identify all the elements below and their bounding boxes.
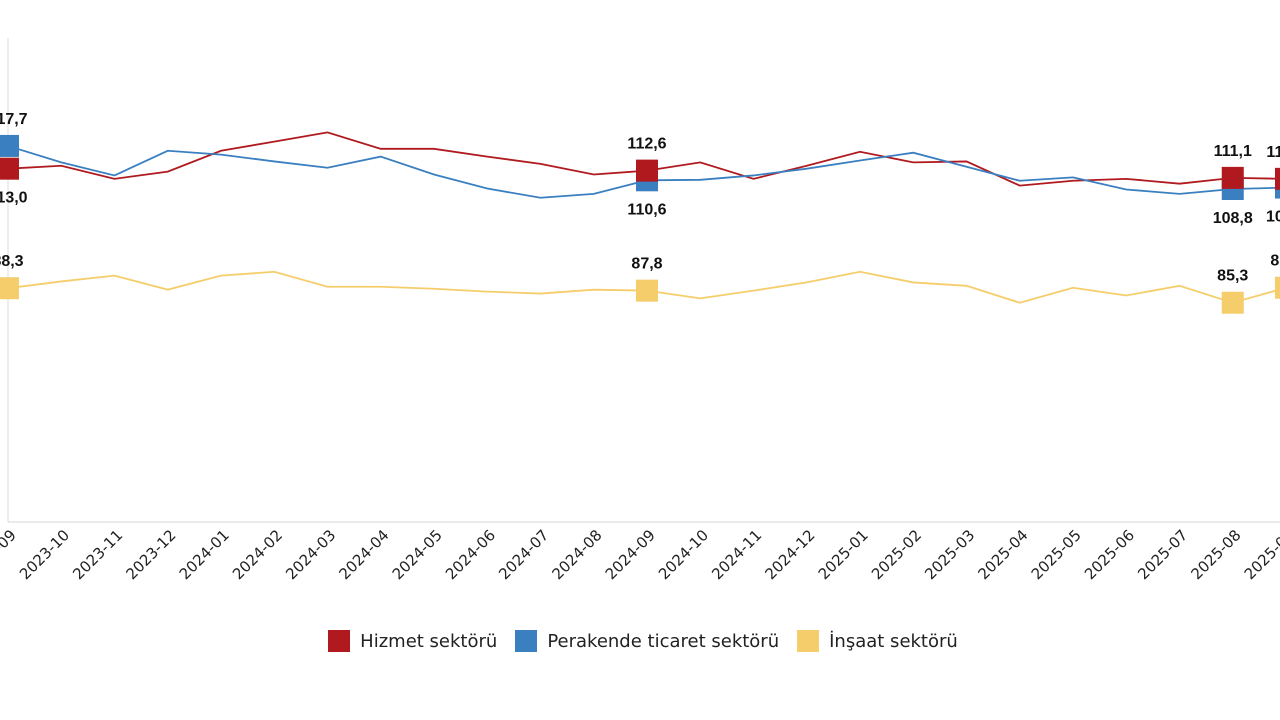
data-label: 88,4 bbox=[1270, 253, 1280, 270]
data-label: 85,3 bbox=[1217, 268, 1248, 285]
data-marker-1 bbox=[0, 134, 19, 157]
data-label: 110,9 bbox=[1266, 144, 1280, 161]
x-tick-label: 2025-05 bbox=[1028, 526, 1085, 583]
x-tick-label: 2023-12 bbox=[123, 526, 180, 583]
x-tick-label: 2024-07 bbox=[495, 526, 552, 583]
x-tick-label: 2024-09 bbox=[602, 526, 659, 583]
data-marker-0 bbox=[1221, 166, 1244, 189]
x-tick-label: 2024-02 bbox=[229, 526, 286, 583]
data-label: 111,1 bbox=[1214, 143, 1252, 160]
legend-swatch-hizmet bbox=[328, 630, 351, 652]
data-label: 112,6 bbox=[627, 136, 666, 153]
data-label: 87,8 bbox=[631, 256, 662, 273]
x-tick-label: 2025-06 bbox=[1081, 526, 1138, 583]
legend-item-perakende[interactable]: Perakende ticaret sektörü bbox=[515, 630, 779, 652]
x-tick-label: 2025-01 bbox=[815, 526, 872, 583]
x-tick-label: 2023-11 bbox=[69, 526, 126, 583]
x-tick-label: 2024-08 bbox=[549, 526, 606, 583]
data-label: 109,1 bbox=[1266, 209, 1280, 226]
legend-label: Hizmet sektörü bbox=[360, 630, 498, 652]
data-marker-2 bbox=[1275, 276, 1280, 299]
x-tick-label: 2024-06 bbox=[442, 526, 499, 583]
data-marker-2 bbox=[1221, 291, 1244, 314]
x-tick-label: 2024-11 bbox=[708, 526, 765, 583]
data-label: 110,6 bbox=[627, 201, 666, 218]
x-tick-label: 2025-03 bbox=[921, 526, 978, 583]
data-marker-2 bbox=[0, 277, 19, 300]
x-tick-label: 2024-04 bbox=[336, 526, 393, 583]
data-marker-0 bbox=[1275, 167, 1280, 190]
x-tick-label: 2024-03 bbox=[282, 526, 339, 583]
data-label: 88,3 bbox=[0, 253, 24, 270]
legend-swatch-insaat bbox=[797, 630, 820, 652]
x-tick-label: 2025-08 bbox=[1188, 526, 1245, 583]
legend: Hizmet sektörü Perakende ticaret sektörü… bbox=[0, 630, 1280, 652]
data-label: 117,7 bbox=[0, 111, 28, 128]
data-marker-0 bbox=[636, 159, 658, 182]
x-tick-label: 2025-07 bbox=[1134, 526, 1191, 583]
legend-label: İnşaat sektörü bbox=[829, 630, 958, 652]
data-marker-2 bbox=[636, 279, 658, 302]
line-chart: 2023-092023-102023-112023-122024-012024-… bbox=[0, 38, 1280, 583]
x-tick-label: 2023-10 bbox=[16, 526, 73, 583]
legend-swatch-perakende bbox=[515, 630, 538, 652]
x-tick-label: 2025-02 bbox=[868, 526, 925, 583]
x-tick-label: 2024-05 bbox=[389, 526, 446, 583]
legend-item-insaat[interactable]: İnşaat sektörü bbox=[797, 630, 958, 652]
data-label: 108,8 bbox=[1213, 210, 1253, 227]
x-tick-label: 2023-09 bbox=[0, 526, 20, 583]
x-tick-label: 2024-10 bbox=[655, 526, 712, 583]
x-tick-label: 2025-09 bbox=[1241, 526, 1280, 583]
data-marker-0 bbox=[0, 157, 19, 180]
legend-label: Perakende ticaret sektörü bbox=[547, 630, 780, 652]
data-label: 113,0 bbox=[0, 190, 28, 207]
x-tick-label: 2025-04 bbox=[975, 526, 1032, 583]
legend-item-hizmet[interactable]: Hizmet sektörü bbox=[328, 630, 497, 652]
x-tick-label: 2024-12 bbox=[762, 526, 819, 583]
x-tick-label: 2024-01 bbox=[176, 526, 233, 583]
